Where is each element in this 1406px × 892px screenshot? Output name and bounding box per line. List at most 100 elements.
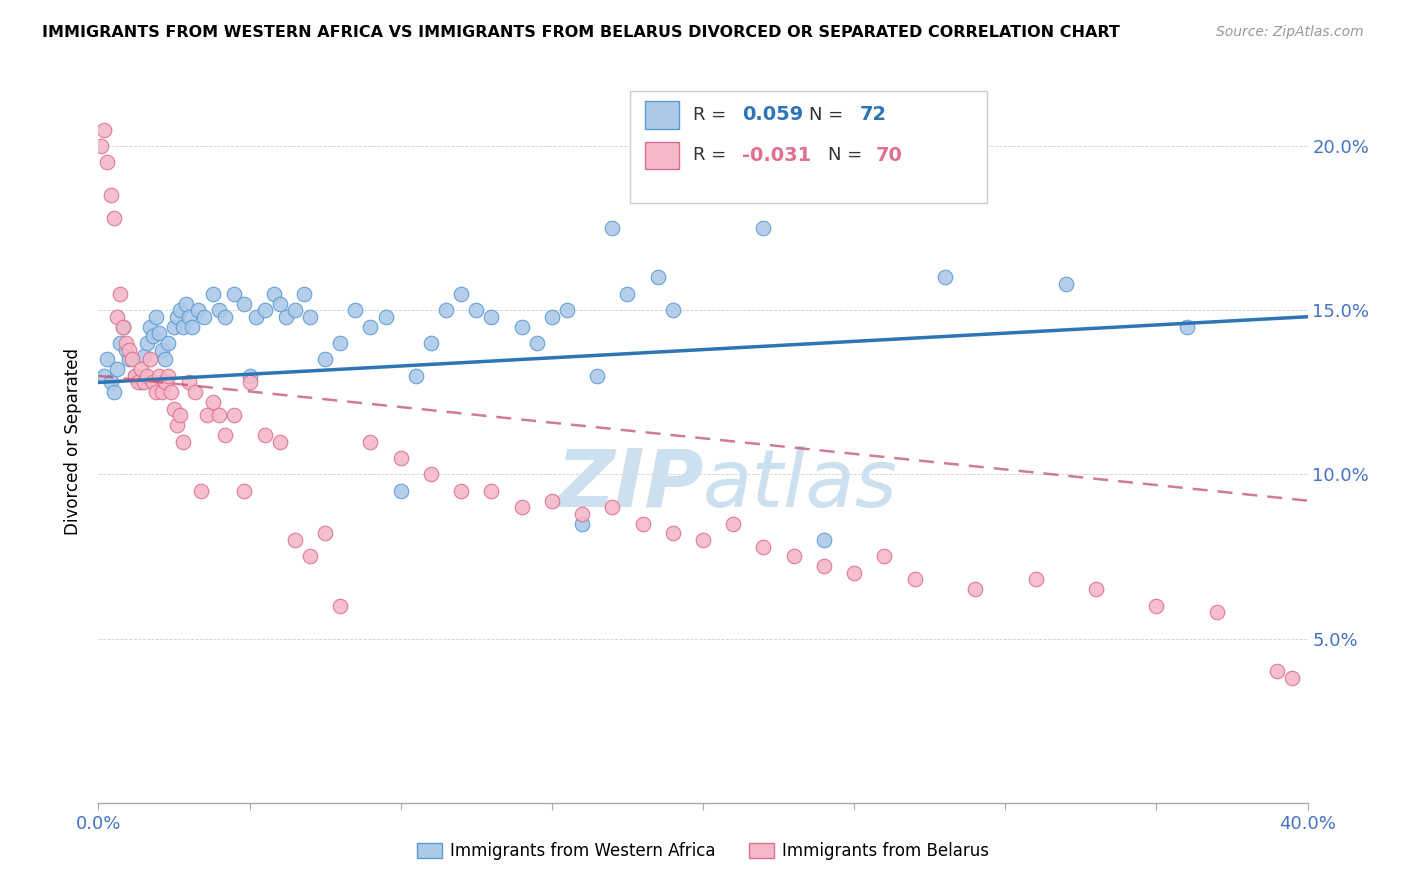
Point <box>631 516 654 531</box>
Point <box>163 401 186 416</box>
Point <box>172 434 194 449</box>
Point <box>692 533 714 547</box>
Point <box>153 376 176 390</box>
Point <box>540 310 562 324</box>
Point <box>510 319 533 334</box>
Point <box>934 270 956 285</box>
Point <box>450 483 472 498</box>
Point <box>647 270 669 285</box>
Point <box>163 319 186 334</box>
Text: Source: ZipAtlas.com: Source: ZipAtlas.com <box>1216 25 1364 39</box>
Point <box>127 376 149 390</box>
Point <box>111 319 134 334</box>
Point <box>202 395 225 409</box>
Point <box>103 385 125 400</box>
Point <box>145 385 167 400</box>
Point <box>329 336 352 351</box>
Point <box>195 409 218 423</box>
Point <box>139 352 162 367</box>
Point <box>174 296 197 310</box>
Point <box>434 303 457 318</box>
Point <box>150 385 173 400</box>
Point <box>100 188 122 202</box>
Text: R =: R = <box>693 106 733 124</box>
Point <box>314 352 336 367</box>
Point <box>571 507 593 521</box>
Point <box>129 362 152 376</box>
FancyBboxPatch shape <box>630 91 987 203</box>
Point <box>360 434 382 449</box>
Point <box>208 409 231 423</box>
Point <box>142 329 165 343</box>
Point <box>1054 277 1077 291</box>
Point <box>269 296 291 310</box>
Point <box>253 428 276 442</box>
Point <box>105 362 128 376</box>
Point <box>135 368 157 383</box>
Point <box>184 385 207 400</box>
Point <box>616 286 638 301</box>
Point <box>179 310 201 324</box>
Point <box>783 549 806 564</box>
Point <box>602 221 624 235</box>
Point <box>132 349 155 363</box>
Point <box>105 310 128 324</box>
Legend: Immigrants from Western Africa, Immigrants from Belarus: Immigrants from Western Africa, Immigran… <box>411 836 995 867</box>
Point <box>253 303 276 318</box>
Point <box>692 155 714 169</box>
Point <box>214 428 236 442</box>
Point <box>224 409 246 423</box>
Point <box>752 540 775 554</box>
Point <box>540 493 562 508</box>
Text: IMMIGRANTS FROM WESTERN AFRICA VS IMMIGRANTS FROM BELARUS DIVORCED OR SEPARATED : IMMIGRANTS FROM WESTERN AFRICA VS IMMIGR… <box>42 25 1121 40</box>
Point <box>187 303 209 318</box>
Point <box>844 566 866 580</box>
Point <box>510 500 533 515</box>
Point <box>873 549 896 564</box>
Point <box>389 483 412 498</box>
Text: -0.031: -0.031 <box>742 146 811 165</box>
Point <box>1085 582 1108 597</box>
Point <box>135 336 157 351</box>
Point <box>93 368 115 383</box>
Point <box>661 526 683 541</box>
Text: 70: 70 <box>876 146 903 165</box>
Point <box>284 303 307 318</box>
Point <box>420 467 443 482</box>
Point <box>224 286 246 301</box>
Point <box>156 368 179 383</box>
Point <box>114 343 136 357</box>
Point <box>661 303 683 318</box>
Point <box>586 368 609 383</box>
Point <box>389 450 412 465</box>
Point <box>114 336 136 351</box>
Point <box>752 221 775 235</box>
Point <box>121 352 143 367</box>
Point <box>208 303 231 318</box>
Point <box>145 310 167 324</box>
Point <box>93 122 115 136</box>
Text: atlas: atlas <box>703 446 898 524</box>
Point <box>214 310 236 324</box>
Point <box>344 303 367 318</box>
Point <box>269 434 291 449</box>
Point <box>813 559 835 574</box>
Point <box>118 343 141 357</box>
FancyBboxPatch shape <box>645 142 679 169</box>
Point <box>150 343 173 357</box>
Point <box>166 310 188 324</box>
Point <box>166 418 188 433</box>
Point <box>813 533 835 547</box>
Text: R =: R = <box>693 146 733 164</box>
Point <box>148 368 170 383</box>
Text: 72: 72 <box>860 105 887 125</box>
Point <box>129 376 152 390</box>
Point <box>263 286 285 301</box>
Point <box>108 336 131 351</box>
Point <box>1267 665 1289 679</box>
Point <box>965 582 987 597</box>
Point <box>245 310 267 324</box>
Point <box>118 352 141 367</box>
Point <box>239 368 262 383</box>
Point <box>90 139 112 153</box>
